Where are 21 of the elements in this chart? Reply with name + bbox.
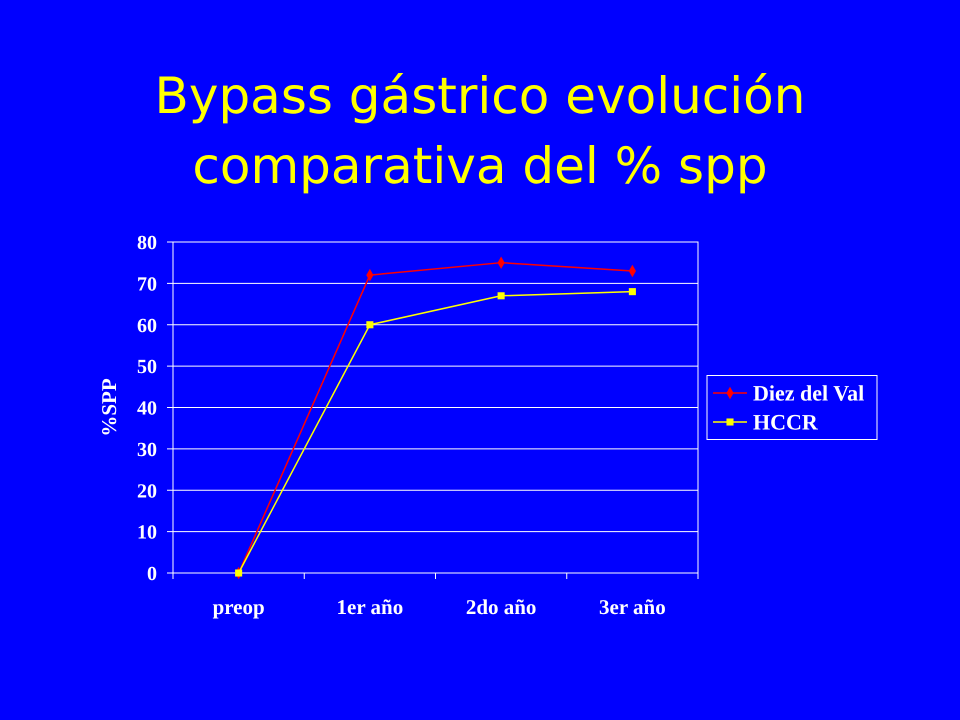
- x-tick-label: 2do año: [466, 595, 536, 619]
- chart-title: Bypass gástrico evolución comparativa del % spp: [154, 67, 806, 195]
- y-tick-label: 60: [137, 314, 157, 337]
- y-tick-label: 10: [137, 522, 157, 544]
- legend-label: Diez del Val: [753, 380, 864, 406]
- legend-label: HCCR: [753, 410, 819, 435]
- point: [628, 288, 636, 296]
- point: [235, 569, 242, 577]
- point: [498, 292, 505, 300]
- y-tick-label: 70: [137, 273, 157, 296]
- y-tick-label: 30: [137, 438, 157, 461]
- y-tick-label: 50: [137, 356, 157, 378]
- y-tick-label: 20: [137, 480, 157, 502]
- y-tick-label: 80: [137, 232, 157, 254]
- point: [366, 321, 374, 328]
- x-tick-label: 3er año: [599, 595, 666, 619]
- x-tick-label: 1er año: [336, 595, 404, 619]
- y-tick-label: 0: [147, 563, 157, 585]
- y-tick-label: 40: [137, 398, 157, 420]
- x-tick-label: preop: [212, 595, 265, 619]
- y-axis-title: %SPP: [97, 378, 121, 437]
